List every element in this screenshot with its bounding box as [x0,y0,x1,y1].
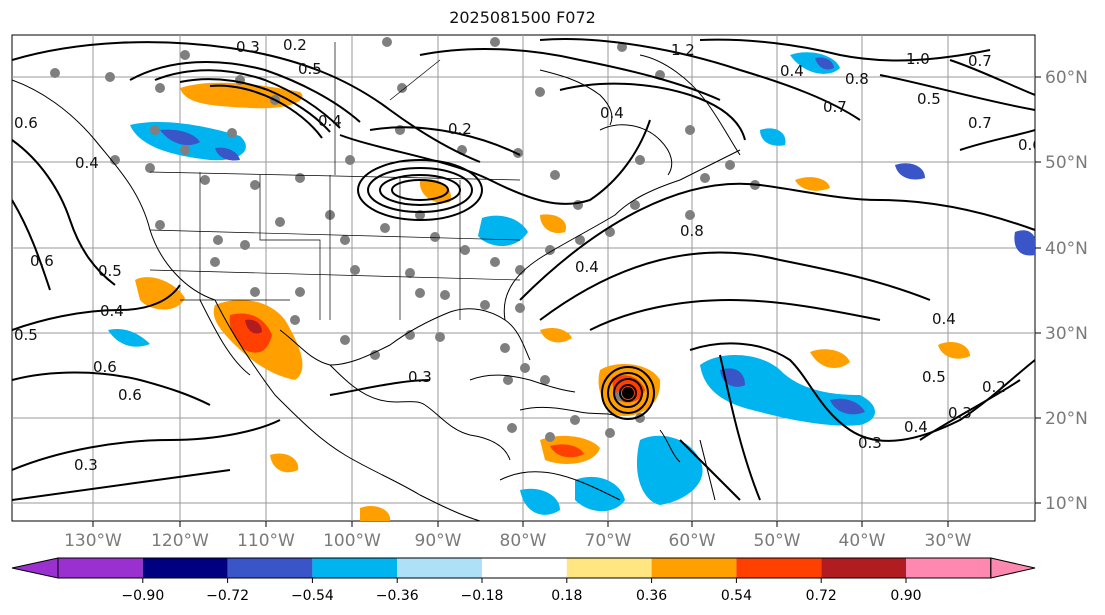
lon-tick-labels: 130°W 120°W 110°W 100°W 90°W 80°W 70°W 6… [64,531,972,551]
contour-label: 0.3 [74,456,98,474]
colorbar-segment [227,558,313,578]
map-title: 2025081500 F072 [449,8,596,27]
lon-tick-label: 110°W [237,531,295,551]
contour-lines [12,38,1035,501]
lon-tick-label: 130°W [64,531,122,551]
colorbar-segment [736,558,822,578]
contour-label: 0.5 [98,262,122,280]
lat-tick-label: 10°N [1045,494,1088,514]
colorbar-segment [397,558,482,578]
contour-label: 0.4 [318,112,342,130]
colorbar-segment [906,558,991,578]
colorbar-extend-high [990,557,1036,579]
contour-label: 1.2 [671,41,695,59]
colorbar-segment [651,558,737,578]
contour-label: 0.4 [100,302,124,320]
colorbar-tick-label: −0.36 [376,588,419,604]
colorbar-tick-label: 0.54 [721,588,752,604]
contour-label: 0.6 [14,114,38,132]
contour-label: 0.5 [922,368,946,386]
lon-ticks [92,521,949,527]
contour-label: 0.6 [30,252,54,270]
political-borders [149,42,521,320]
colorbar-segment [58,558,143,578]
contour-label: 0.6 [118,386,142,404]
contour-label: 0.7 [968,52,992,70]
colorbar-tick-label: 0.72 [806,588,837,604]
lon-tick-label: 70°W [585,531,632,551]
lon-tick-label: 80°W [500,531,547,551]
contour-label: 0.7 [968,114,992,132]
lat-tick-label: 50°N [1045,153,1088,173]
contour-label: 0.2 [283,36,307,54]
contour-label: 0.5 [298,60,322,78]
lon-tick-label: 40°W [839,531,886,551]
contour-label: 1.0 [906,50,930,68]
contour-label: 0.4 [780,62,804,80]
colorbar-tick-label: −0.18 [461,588,504,604]
map-panel: 0.3 0.2 0.5 0.4 0.2 1.2 1.0 0.7 0.5 0.7 … [11,34,1042,522]
contour-label: 0.2 [448,120,472,138]
lon-tick-label: 100°W [323,531,381,551]
lon-tick-label: 60°W [669,531,716,551]
contour-label: 0.3 [948,404,972,422]
colorbar-segment [312,558,398,578]
contour-label-group: 0.3 0.2 0.5 0.4 0.2 1.2 1.0 0.7 0.5 0.7 … [14,36,1042,474]
lat-ticks [1035,76,1041,504]
colorbar-segment [142,558,228,578]
colorbar-tick-label: 0.36 [636,588,667,604]
contour-label: 0.3 [858,434,882,452]
lat-tick-label: 20°N [1045,409,1088,429]
colorbar-extend-low [11,557,59,579]
contour-label: 0.3 [408,368,432,386]
colorbar-segment [566,558,652,578]
contour-label: 0.3 [236,38,260,56]
lon-tick-label: 120°W [151,531,209,551]
colorbar-tick-label: −0.54 [291,588,334,604]
contour-label: 0.6 [93,358,117,376]
colorbar-tick-label: −0.90 [121,588,164,604]
contour-label: 0.4 [600,104,624,122]
contour-label: 0.6 [1018,136,1042,154]
contour-label: 0.5 [917,90,941,108]
station-markers [50,37,760,442]
contour-label: 0.4 [904,418,928,436]
colorbar-segment [821,558,906,578]
colorbar-tick-label: 0.90 [890,588,921,604]
contour-label: 0.7 [823,98,847,116]
lon-tick-label: 30°W [925,531,972,551]
colorbar-tick-label: −0.72 [206,588,249,604]
coastlines [12,54,741,521]
lat-tick-label: 60°N [1045,68,1088,88]
colorbar-tick-label: 0.18 [551,588,582,604]
contour-label: 0.2 [982,378,1006,396]
colorbar-segment [482,558,567,578]
contour-label: 0.5 [14,326,38,344]
contour-label: 0.8 [680,222,704,240]
lat-tick-label: 40°N [1045,239,1088,259]
lon-tick-label: 50°W [754,531,801,551]
colorbar: −0.90 −0.72 −0.54 −0.36 −0.18 0.18 0.36 … [11,557,1036,604]
contour-label: 0.8 [845,70,869,88]
contour-label: 0.4 [932,310,956,328]
storm-center [622,387,634,399]
lat-tick-label: 30°N [1045,324,1088,344]
contour-label: 0.4 [575,258,599,276]
contour-label: 0.4 [75,154,99,172]
lat-tick-labels: 60°N 50°N 40°N 30°N 20°N 10°N [1045,68,1088,514]
lon-tick-label: 90°W [415,531,462,551]
